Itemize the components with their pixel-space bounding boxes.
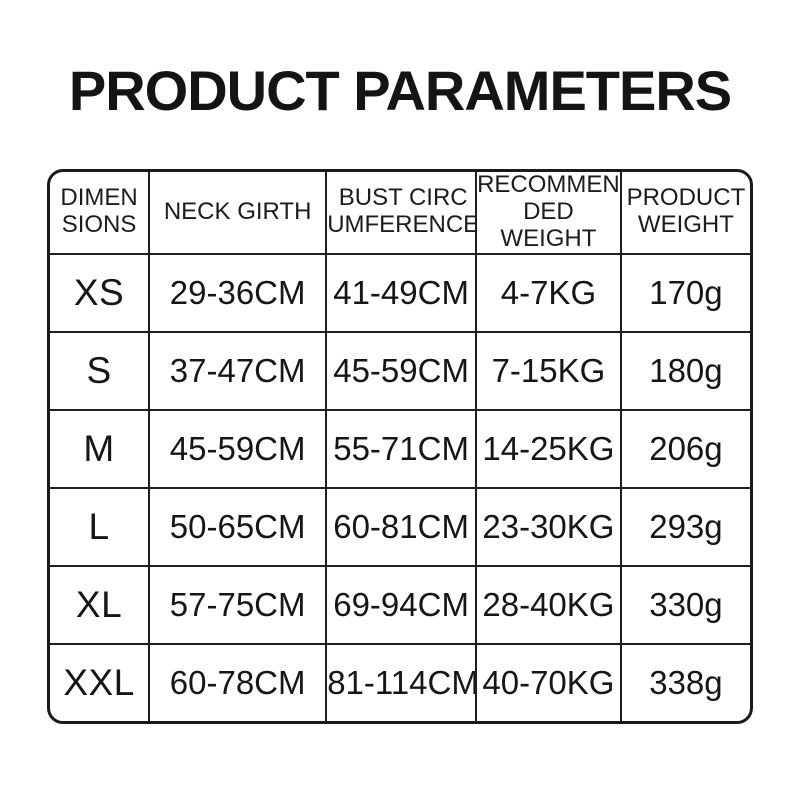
size-label: XS [50, 254, 151, 333]
size-label: L [50, 488, 151, 567]
recommended-weight-value: 14-25KG [476, 410, 622, 489]
header-dimensions: DIMEN SIONS [50, 172, 151, 255]
table-row-xxl: XXL 60-78CM 81-114CM 40-70KG 338g [50, 644, 750, 721]
neck-girth-value: 50-65CM [150, 488, 328, 567]
table-row-xs: XS 29-36CM 41-49CM 4-7KG 170g [50, 254, 750, 333]
header-neck-girth-text: NECK GIRTH [163, 197, 312, 225]
header-product-weight: PRODUCT WEIGHT [621, 172, 750, 255]
header-row: DIMEN SIONS NECK GIRTH BUST CIRC UMFERENCE… [50, 172, 750, 255]
recommended-weight-value: 40-70KG [477, 644, 622, 721]
header-dimensions-text: DIMEN SIONS [60, 184, 138, 239]
header-product-weight-text: PRODUCT WEIGHT [626, 184, 746, 239]
size-label: S [50, 332, 151, 411]
product-parameters-table: DIMEN SIONS NECK GIRTH BUST CIRC UMFERENCE… [47, 169, 753, 724]
table-row-xl: XL 57-75CM 69-94CM 28-40KG 330g [50, 566, 750, 645]
size-label: XXL [50, 644, 151, 721]
header-bust-circumference-text: BUST CIRC UMFERENCE [327, 184, 477, 239]
size-label: M [50, 410, 151, 489]
neck-girth-value: 37-47CM [150, 332, 328, 411]
table-row-m: M 45-59CM 55-71CM 14-25KG 206g [50, 410, 750, 489]
neck-girth-value: 45-59CM [150, 410, 328, 489]
product-weight-value: 180g [621, 333, 750, 411]
recommended-weight-value: 28-40KG [476, 566, 622, 645]
bust-circumference-value: 69-94CM [327, 566, 477, 645]
recommended-weight-value: 23-30KG [476, 488, 622, 567]
recommended-weight-value: 7-15KG [476, 332, 622, 411]
neck-girth-value: 29-36CM [150, 254, 328, 333]
neck-girth-value: 60-78CM [150, 644, 328, 721]
header-bust-circumference: BUST CIRC UMFERENCE [327, 172, 477, 255]
bust-circumference-value: 45-59CM [327, 332, 477, 411]
product-weight-value: 330g [621, 567, 750, 645]
product-weight-value: 338g [649, 663, 723, 701]
size-label: XL [50, 566, 151, 645]
header-recommended-weight-text: RECOMMEN DED WEIGHT [477, 172, 620, 252]
page-title: PRODUCT PARAMETERS [68, 59, 732, 122]
bust-circumference-value: 81-114CM [327, 644, 477, 721]
bust-circumference-value: 41-49CM [327, 254, 477, 333]
bust-circumference-value: 55-71CM [327, 410, 477, 489]
header-neck-girth: NECK GIRTH [150, 172, 328, 255]
recommended-weight-value: 4-7KG [476, 254, 622, 333]
product-weight-value: 293g [621, 489, 750, 567]
header-recommended-weight: RECOMMEN DED WEIGHT [476, 172, 622, 255]
table-row-l: L 50-65CM 60-81CM 23-30KG 293g [50, 488, 750, 567]
neck-girth-value: 57-75CM [150, 566, 328, 645]
product-weight-value: 206g [621, 411, 750, 489]
bust-circumference-value: 60-81CM [327, 488, 477, 567]
table-row-s: S 37-47CM 45-59CM 7-15KG 180g [50, 332, 750, 411]
product-weight-value: 170g [621, 255, 750, 333]
